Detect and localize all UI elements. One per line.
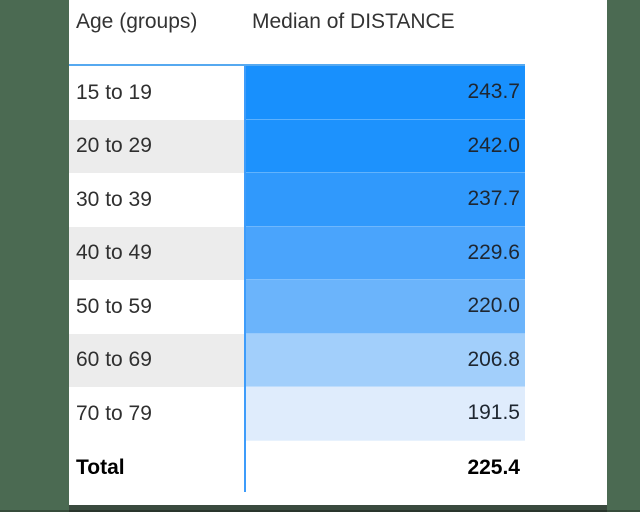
table-row[interactable]: 50 to 59 220.0 [69,280,525,334]
table-row[interactable]: 20 to 29 242.0 [69,119,525,173]
column-header-age-groups[interactable]: Age (groups) [76,10,198,33]
screen-bottom-edge [0,510,640,512]
row-label: 50 to 59 [69,280,244,334]
table-row[interactable]: 15 to 19 243.7 [69,66,525,120]
row-label: 60 to 69 [69,333,244,387]
table-row[interactable]: 30 to 39 237.7 [69,173,525,227]
row-label: 20 to 29 [69,119,244,173]
row-label: 15 to 19 [69,66,244,120]
table-body: 15 to 19 243.7 20 to 29 242.0 30 to 39 237.7 4… [69,66,525,441]
table-row[interactable]: 40 to 49 229.6 [69,226,525,280]
row-value: 191.5 [244,387,525,441]
total-row[interactable]: Total 225.4 [69,440,525,495]
row-label: 30 to 39 [69,173,244,227]
row-value: 243.7 [244,66,525,120]
row-value: 237.7 [244,173,525,227]
column-divider-line [244,66,246,492]
column-header-median-distance[interactable]: Median of DISTANCE [252,10,455,33]
row-label: 70 to 79 [69,387,244,441]
panel-bottom-shadow [69,505,607,512]
total-value: 225.4 [467,455,520,479]
table-header-row: Age (groups) Median of DISTANCE [69,0,607,64]
table-visual: Age (groups) Median of DISTANCE 15 to 19… [69,0,607,505]
table-row[interactable]: 60 to 69 206.8 [69,333,525,387]
row-value: 242.0 [244,119,525,173]
row-value: 206.8 [244,333,525,387]
header-divider-line [69,64,525,66]
total-label: Total [76,455,125,479]
row-label: 40 to 49 [69,226,244,280]
row-value: 220.0 [244,280,525,334]
table-row[interactable]: 70 to 79 191.5 [69,387,525,441]
row-value: 229.6 [244,226,525,280]
